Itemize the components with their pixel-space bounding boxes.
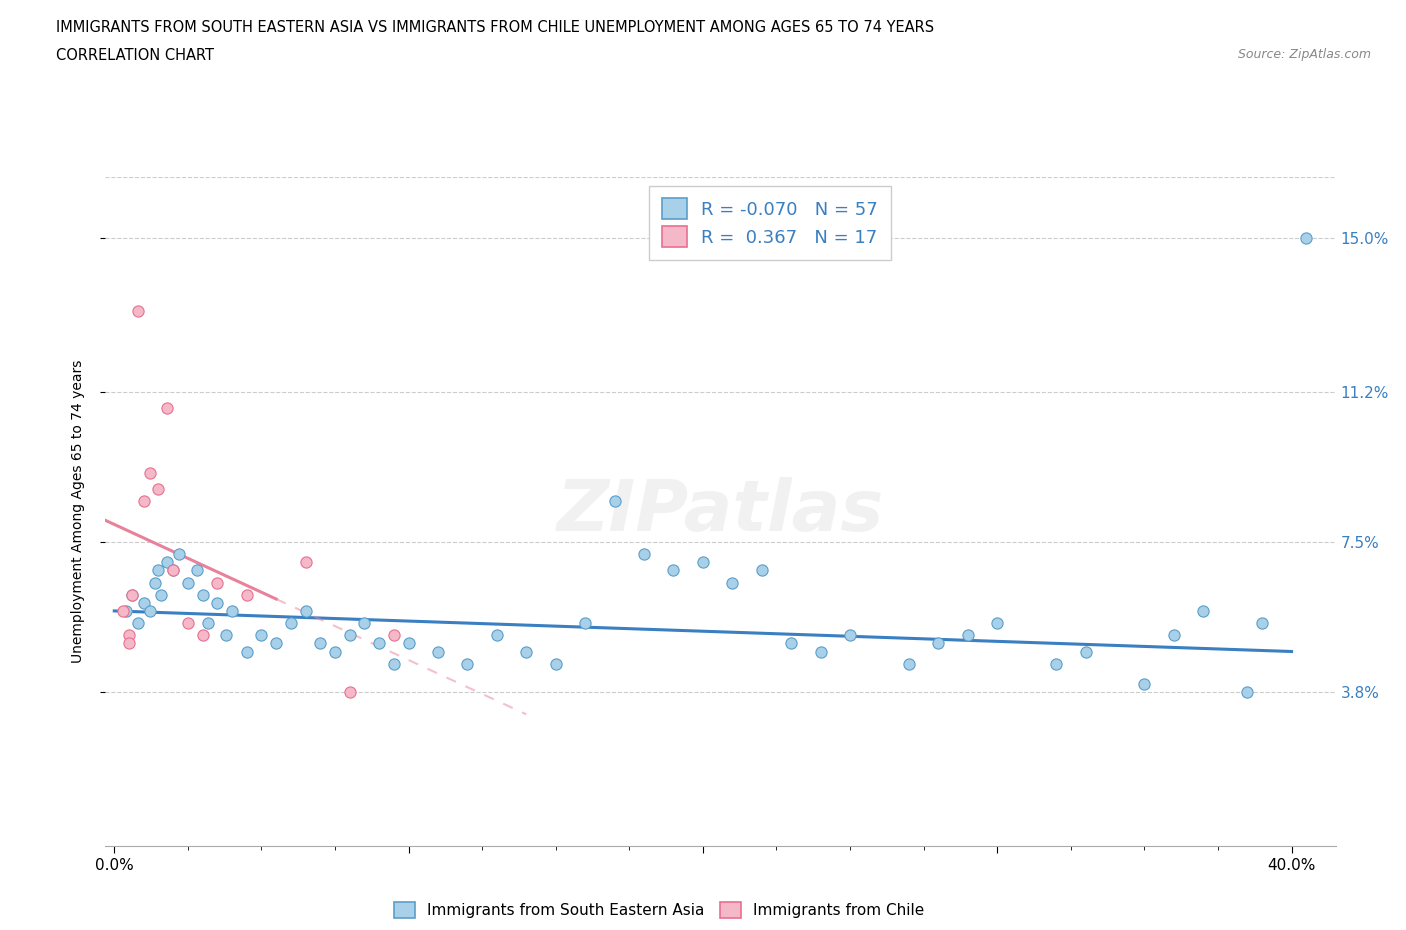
Point (956, 628, 979, 643)
Point (1236, 684, 1258, 699)
Point (662, 563, 685, 578)
Text: CORRELATION CHART: CORRELATION CHART (56, 48, 214, 63)
Point (235, 587, 257, 602)
Point (398, 636, 420, 651)
Point (167, 547, 190, 562)
Point (264, 636, 287, 651)
Point (186, 563, 208, 578)
Point (339, 684, 361, 699)
Point (339, 628, 361, 643)
Point (1192, 604, 1215, 618)
Point (456, 657, 478, 671)
Point (177, 616, 200, 631)
Point (127, 616, 149, 631)
Point (294, 555, 316, 570)
Point (780, 636, 803, 651)
Point (280, 616, 302, 631)
Point (603, 494, 626, 509)
Point (427, 644, 450, 659)
Point (986, 616, 1008, 631)
Y-axis label: Unemployment Among Ages 65 to 74 years: Unemployment Among Ages 65 to 74 years (70, 360, 84, 663)
Point (150, 587, 173, 602)
Point (138, 466, 160, 481)
Point (927, 636, 949, 651)
Point (485, 628, 508, 643)
Point (294, 604, 316, 618)
Point (810, 644, 832, 659)
Text: ZIPatlas: ZIPatlas (557, 477, 884, 546)
Point (250, 628, 273, 643)
Point (121, 587, 143, 602)
Point (221, 604, 243, 618)
Point (197, 616, 219, 631)
Point (191, 628, 214, 643)
Legend: Immigrants from South Eastern Asia, Immigrants from Chile: Immigrants from South Eastern Asia, Immi… (385, 895, 932, 925)
Point (1295, 230, 1317, 245)
Text: Source: ZipAtlas.com: Source: ZipAtlas.com (1237, 48, 1371, 61)
Point (132, 595, 155, 610)
Point (207, 595, 229, 610)
Point (235, 644, 257, 659)
Point (156, 401, 179, 416)
Point (382, 628, 405, 643)
Point (132, 494, 155, 509)
Point (353, 616, 375, 631)
Point (207, 575, 229, 590)
Point (145, 575, 167, 590)
Point (692, 555, 714, 570)
Point (574, 616, 596, 631)
Point (191, 587, 214, 602)
Point (897, 657, 920, 671)
Point (138, 604, 160, 618)
Point (633, 547, 655, 562)
Point (121, 587, 143, 602)
Point (118, 628, 141, 643)
Point (112, 604, 135, 618)
Point (177, 575, 200, 590)
Point (156, 555, 179, 570)
Point (382, 657, 405, 671)
Point (148, 482, 170, 497)
Text: IMMIGRANTS FROM SOUTH EASTERN ASIA VS IMMIGRANTS FROM CHILE UNEMPLOYMENT AMONG A: IMMIGRANTS FROM SOUTH EASTERN ASIA VS IM… (56, 20, 935, 35)
Point (323, 644, 346, 659)
Point (162, 563, 184, 578)
Point (127, 303, 149, 318)
Point (368, 636, 391, 651)
Point (1133, 676, 1156, 691)
Point (515, 644, 537, 659)
Point (309, 636, 332, 651)
Point (839, 628, 862, 643)
Point (721, 575, 744, 590)
Point (1251, 616, 1274, 631)
Point (1163, 628, 1185, 643)
Point (215, 628, 238, 643)
Point (544, 657, 567, 671)
Point (1074, 644, 1097, 659)
Point (115, 604, 138, 618)
Point (148, 563, 170, 578)
Point (118, 636, 141, 651)
Point (1045, 657, 1067, 671)
Point (751, 563, 773, 578)
Point (162, 563, 184, 578)
